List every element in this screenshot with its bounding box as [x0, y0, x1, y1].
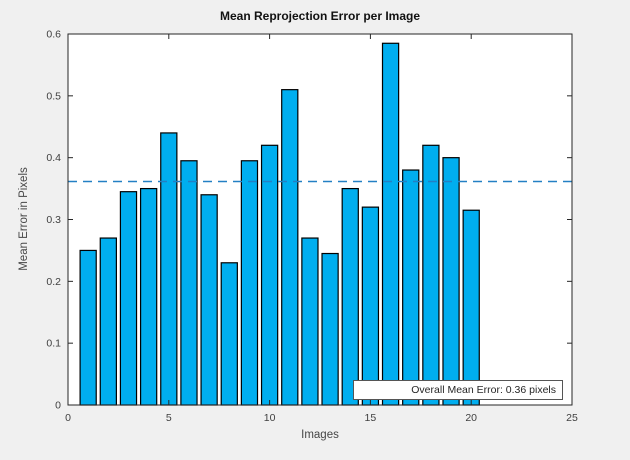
- axes-box: [67, 33, 573, 406]
- bar-image-1: [79, 249, 97, 406]
- y-tick-label: 0.1: [46, 338, 61, 350]
- bar-image-2: [99, 237, 117, 406]
- x-tick-label: 10: [264, 412, 276, 424]
- bar-image-9: [240, 160, 259, 406]
- y-axis-label: Mean Error in Pixels: [18, 167, 30, 271]
- bar-image-4: [139, 187, 158, 406]
- bar-image-7: [200, 194, 218, 406]
- bar-image-6: [180, 160, 198, 406]
- y-tick-label: 0.3: [46, 214, 61, 226]
- bar-image-8: [220, 262, 238, 406]
- bar-image-18: [422, 144, 440, 406]
- bar-image-11: [281, 89, 299, 406]
- y-tick-label: 0.4: [46, 152, 61, 164]
- y-tick-label: 0.5: [46, 90, 61, 102]
- bar-image-15: [361, 206, 380, 406]
- y-tick-label: 0.2: [46, 276, 61, 288]
- bar-image-14: [341, 187, 359, 406]
- bar-image-3: [119, 191, 138, 406]
- x-tick-label: 0: [65, 412, 71, 424]
- x-tick-label: 25: [566, 412, 578, 424]
- bar-image-12: [301, 237, 319, 406]
- y-tick-label: 0.6: [46, 29, 61, 41]
- bar-image-16: [381, 42, 400, 406]
- bar-image-10: [260, 144, 279, 406]
- bar-image-19: [442, 157, 460, 406]
- chart-title: Mean Reprojection Error per Image: [219, 9, 421, 23]
- bar-image-13: [321, 252, 339, 406]
- x-tick-label: 15: [365, 412, 377, 424]
- bar-image-5: [160, 132, 178, 406]
- bar-image-17: [402, 169, 420, 406]
- y-tick-label: 0: [55, 400, 61, 412]
- bar-image-20: [462, 209, 480, 406]
- x-axis-label: Images: [301, 429, 339, 441]
- x-tick-label: 20: [465, 412, 477, 424]
- x-tick-label: 5: [166, 412, 172, 424]
- legend-overall-mean-error: Overall Mean Error: 0.36 pixels: [353, 380, 563, 400]
